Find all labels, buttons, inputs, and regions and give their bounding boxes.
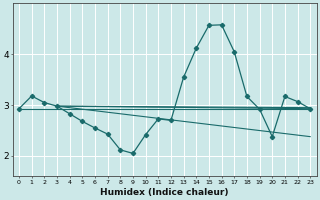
- X-axis label: Humidex (Indice chaleur): Humidex (Indice chaleur): [100, 188, 229, 197]
